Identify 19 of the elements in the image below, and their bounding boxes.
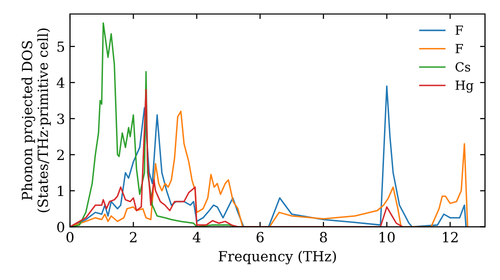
x-tick-label: 2 xyxy=(130,232,136,242)
legend-label: F xyxy=(456,26,463,35)
legend-label: Cs xyxy=(456,62,470,72)
x-tick-label: 12 xyxy=(443,232,458,242)
legend-label: F xyxy=(456,44,463,54)
x-tick-label: 6 xyxy=(256,232,264,242)
legend-label: Hg xyxy=(456,80,474,93)
y-axis-title: Phonon projected DOS (States/THz·primitive cell) xyxy=(22,28,51,212)
y-tick-label: 5 xyxy=(57,42,64,52)
x-tick-label: 10 xyxy=(380,232,395,242)
y-tick-label: 4 xyxy=(56,77,64,88)
x-axis-title: Frequency (THz) xyxy=(218,250,336,264)
y-tick-label: 3 xyxy=(57,114,64,124)
x-tick-label: 8 xyxy=(320,232,327,242)
y-tick-label: 1 xyxy=(58,186,64,196)
y-tick-label: 2 xyxy=(57,150,64,160)
x-tick-label: 0 xyxy=(66,232,74,242)
x-tick-label: 4 xyxy=(192,232,200,242)
y-tick-label: 0 xyxy=(57,222,64,232)
